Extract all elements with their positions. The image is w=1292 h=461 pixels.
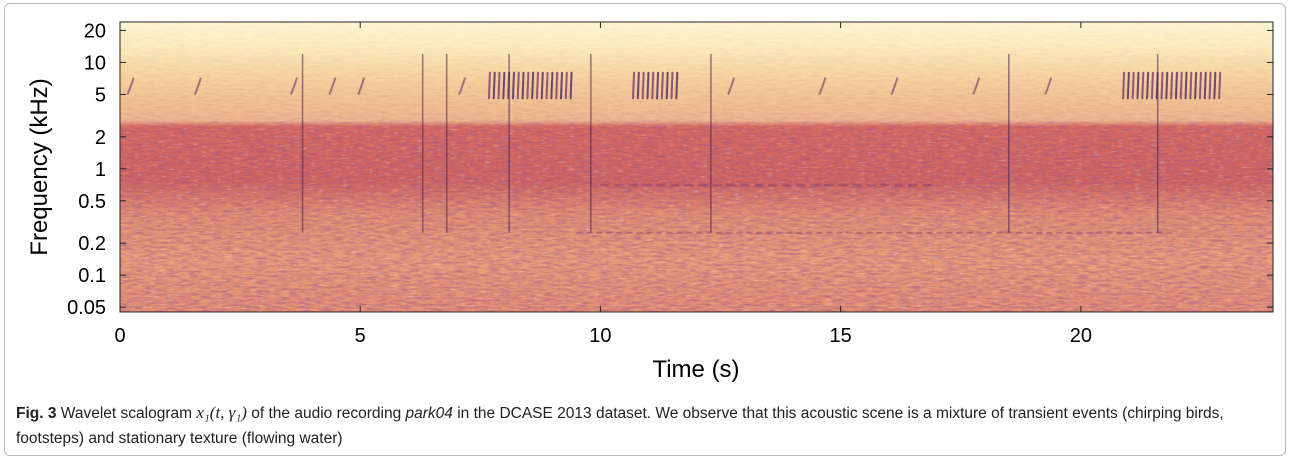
chirp-mark (502, 71, 506, 100)
y-axis: 0.05 0.1 0.2 0.5 1 2 5 10 20 (67, 20, 1273, 319)
y-tick-label: 5 (95, 84, 106, 106)
y-tick-label: 0.05 (67, 297, 106, 319)
scalogram-image (120, 22, 1273, 312)
y-tick-label: 0.1 (78, 265, 106, 287)
chirp-mark (126, 77, 135, 95)
chirp-mark (535, 71, 539, 100)
chirp-mark (1150, 71, 1154, 100)
figure-label: Fig. 3 (16, 405, 57, 422)
chirp-mark (1208, 71, 1212, 100)
chirp-mark (656, 71, 660, 100)
chirp-mark (1218, 71, 1222, 100)
chirp-mark (1189, 71, 1193, 100)
chirp-mark (660, 71, 664, 100)
chirp-mark (521, 71, 525, 100)
chirp-mark (357, 77, 366, 95)
chirp-mark (1131, 71, 1135, 100)
chirp-mark (290, 77, 298, 95)
y-tick-label: 10 (84, 52, 106, 74)
y-tick-label: 1 (95, 159, 106, 181)
chirp-mark (1213, 71, 1217, 100)
chirp-mark (636, 71, 640, 100)
x-axis-label: Time (s) (652, 356, 739, 383)
chirp-mark (1165, 71, 1169, 100)
chirp-mark (1179, 71, 1183, 100)
chirp-mark (632, 71, 636, 100)
chirp-mark (1146, 71, 1150, 100)
chirp-mark (651, 71, 655, 100)
chirp-mark (665, 71, 669, 100)
chirp-mark (540, 71, 544, 100)
chirp-mark (1184, 71, 1188, 100)
chirp-mark (1198, 71, 1202, 100)
chirp-mark (193, 77, 202, 95)
chirp-mark (1203, 71, 1207, 100)
chirp-mark (1044, 77, 1053, 95)
chirp-mark (1122, 71, 1126, 100)
caption-text-2: of the audio recording (246, 405, 406, 422)
x-tick-label: 10 (589, 325, 611, 347)
chirp-mark (492, 71, 496, 100)
chirp-mark (458, 77, 467, 95)
chirp-mark (727, 77, 736, 95)
chirp-mark (641, 71, 645, 100)
y-tick-label: 20 (84, 20, 106, 42)
caption-recording-name: park04 (405, 405, 453, 422)
chirp-mark (497, 71, 501, 100)
x-tick-label: 5 (355, 325, 366, 347)
chirp-mark (569, 71, 573, 100)
chirp-mark (818, 77, 827, 95)
chirp-mark (646, 71, 650, 100)
scalogram-figure: 0 5 10 15 20 0.05 0.1 0.2 0.5 1 2 5 10 20 Time (s) F… (26, 20, 1274, 383)
chirp-mark (1160, 71, 1164, 100)
chirp-mark (1170, 71, 1174, 100)
x-axis: 0 5 10 15 20 (114, 22, 1092, 347)
figure-caption: Fig. 3 Wavelet scalogram x₁(t, γ₁) of th… (16, 400, 1276, 451)
chirp-mark (1136, 71, 1140, 100)
chirp-mark (550, 71, 554, 100)
chirp-mark (545, 71, 549, 100)
chirp-mark (559, 71, 563, 100)
chirp-mark (516, 71, 520, 100)
plot-border (119, 21, 1274, 313)
caption-math: x₁(t, γ₁) (196, 403, 247, 422)
y-axis-label: Frequency (kHz) (26, 78, 53, 255)
chirp-mark (675, 71, 679, 100)
y-tick-label: 0.2 (78, 233, 106, 255)
figure-frame (4, 3, 1286, 456)
y-tick-label: 0.5 (78, 191, 106, 213)
chirp-mark (1126, 71, 1130, 100)
chirp-mark (526, 71, 530, 100)
caption-text-1: Wavelet scalogram (56, 405, 197, 422)
chirp-mark (328, 77, 337, 95)
chirp-mark (531, 71, 535, 100)
x-tick-label: 15 (830, 325, 852, 347)
chirp-mark (1174, 71, 1178, 100)
chirp-mark (1194, 71, 1198, 100)
chirp-mark (670, 71, 674, 100)
chirp-mark (511, 71, 515, 100)
y-tick-label: 2 (95, 127, 106, 149)
chirp-mark (890, 77, 899, 95)
chirp-mark (564, 71, 568, 100)
chirp-mark (1141, 71, 1145, 100)
chirp-mark (487, 71, 491, 100)
x-tick-label: 0 (114, 325, 125, 347)
chirp-mark (972, 77, 981, 95)
chirp-mark (555, 71, 559, 100)
x-tick-label: 20 (1070, 325, 1092, 347)
caption-text-3: in the DCASE 2013 dataset. We observe th… (16, 405, 1224, 447)
